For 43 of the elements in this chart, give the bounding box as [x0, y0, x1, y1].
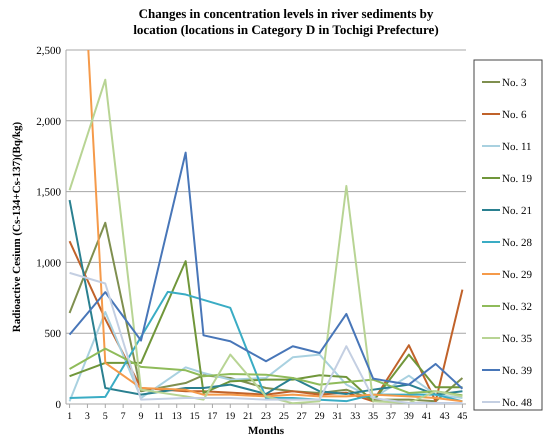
x-axis-title: Months — [248, 425, 285, 437]
x-tick-label: 31 — [332, 411, 342, 422]
x-tick-label: 35 — [368, 411, 378, 422]
legend-label: No. 35 — [502, 333, 532, 345]
y-tick-label: 1,000 — [36, 257, 62, 270]
x-tick-label: 43 — [440, 411, 450, 422]
x-tick-label: 33 — [350, 411, 360, 422]
x-tick-label: 7 — [120, 411, 126, 422]
legend-label: No. 3 — [502, 77, 527, 89]
x-tick-label: 21 — [243, 411, 254, 422]
y-tick-label: 2,000 — [36, 116, 62, 128]
x-tick-label: 27 — [296, 411, 307, 422]
x-tick-label: 3 — [84, 411, 90, 422]
x-tick-label: 19 — [225, 411, 236, 422]
x-tick-label: 23 — [261, 411, 271, 422]
y-tick-label: 1,500 — [36, 186, 62, 199]
x-tick-label: 17 — [207, 411, 218, 422]
y-tick-label: 500 — [44, 328, 62, 340]
x-tick-label: 39 — [404, 411, 414, 422]
chart-title: Changes in concentration levels in river sediments by location (locations in Category D in Tochigi Prefecture) — [133, 6, 439, 37]
y-tick-label: 0 — [56, 399, 62, 411]
x-tick-label: 15 — [190, 411, 200, 422]
legend-label: No. 48 — [502, 397, 532, 409]
y-tick-label: 2,500 — [36, 45, 62, 57]
x-tick-label: 5 — [102, 411, 108, 422]
legend-label: No. 11 — [502, 141, 532, 153]
legend-label: No. 21 — [502, 205, 532, 217]
x-tick-label: 29 — [314, 411, 325, 422]
x-tick-label: 25 — [278, 411, 289, 422]
legend-label: No. 29 — [502, 269, 532, 281]
x-tick-label: 41 — [422, 411, 432, 422]
legend-label: No. 39 — [502, 365, 532, 377]
legend-label: No. 19 — [502, 173, 532, 185]
legend-label: No. 28 — [502, 237, 532, 249]
x-tick-label: 11 — [154, 411, 164, 422]
x-tick-label: 1 — [67, 411, 72, 422]
x-tick-label: 45 — [457, 411, 468, 422]
x-tick-label: 37 — [386, 411, 396, 422]
y-axis-title: Radioactive Cesium (Cs-134+Cs-137)(Bq/kg) — [11, 121, 23, 332]
legend-label: No. 32 — [502, 301, 532, 313]
legend-label: No. 6 — [502, 109, 527, 121]
x-tick-label: 13 — [172, 411, 182, 422]
x-tick-label: 9 — [138, 411, 144, 422]
